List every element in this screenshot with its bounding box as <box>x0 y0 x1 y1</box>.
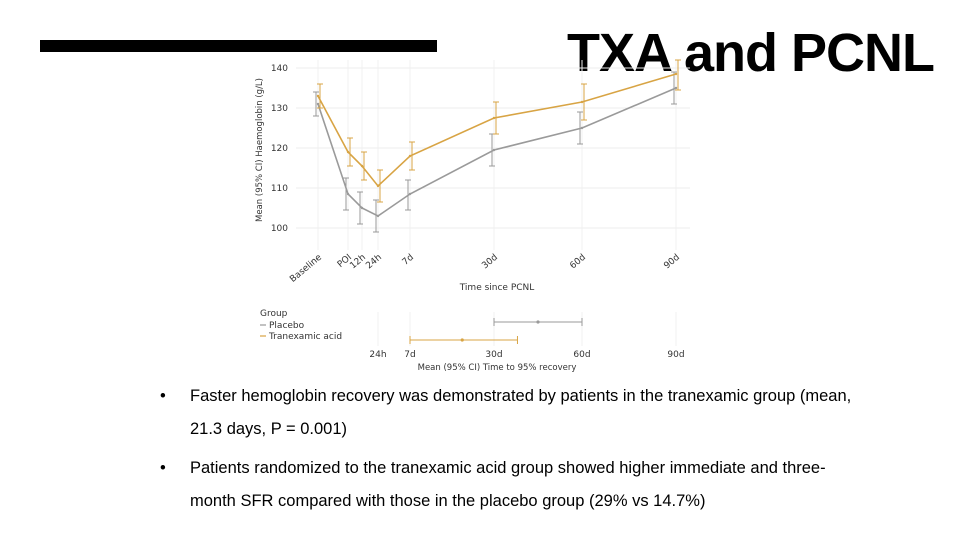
data-point <box>376 214 380 218</box>
x-tick-label: 7d <box>401 253 416 268</box>
mean-point <box>536 320 540 324</box>
y-axis-label: Mean (95% CI) Haemoglobin (g/L) <box>255 78 265 222</box>
data-point <box>674 72 678 76</box>
bullet-dot: • <box>160 387 166 405</box>
x-tick-label: 90d <box>667 350 684 360</box>
data-point <box>408 192 412 196</box>
x-axis-label: Time since PCNL <box>459 283 535 293</box>
bullet-list: • Faster hemoglobin recovery was demonst… <box>150 380 870 518</box>
data-point <box>580 126 584 130</box>
bullet-item: • Faster hemoglobin recovery was demonst… <box>150 380 870 446</box>
bullet-text: Patients randomized to the tranexamic ac… <box>190 459 826 510</box>
chart-area: 100 110 120 130 140 Mean (95% CI) Haemoglobin… <box>255 59 690 373</box>
data-point <box>492 148 496 152</box>
x-tick-label: Baseline <box>288 252 324 284</box>
data-point <box>580 100 584 104</box>
x-tick-label: 24h <box>364 253 384 272</box>
y-tick-label: 120 <box>271 144 288 154</box>
x-tick-label: 60d <box>568 253 588 272</box>
x-tick-label: 30d <box>480 253 500 272</box>
data-point <box>492 116 496 120</box>
legend-label: Tranexamic acid <box>268 332 342 342</box>
legend-label: Placebo <box>269 321 305 331</box>
mean-point <box>460 338 464 342</box>
data-point <box>346 192 350 196</box>
x-tick-label: 7d <box>404 350 415 360</box>
data-point <box>346 150 350 154</box>
title-accent-bar <box>40 40 437 52</box>
x-tick-label: 24h <box>369 350 386 360</box>
series-line-placebo <box>317 87 677 217</box>
legend-title: Group <box>260 309 288 319</box>
bullet-dot: • <box>160 459 166 477</box>
data-point <box>376 184 380 188</box>
y-tick-label: 130 <box>271 104 288 114</box>
x-tick-label: 60d <box>573 350 590 360</box>
bullet-text: Faster hemoglobin recovery was demonstra… <box>190 387 852 438</box>
x-axis-label: Mean (95% CI) Time to 95% recovery <box>418 363 577 373</box>
data-point <box>360 206 364 210</box>
data-point <box>674 86 678 90</box>
data-point <box>316 102 320 106</box>
x-tick-label: 30d <box>485 350 502 360</box>
bullet-item: • Patients randomized to the tranexamic … <box>150 452 870 518</box>
series-line-tranexamic <box>317 73 677 188</box>
data-point <box>360 164 364 168</box>
y-tick-label: 110 <box>271 184 288 194</box>
y-tick-label: 100 <box>271 224 288 234</box>
y-tick-label: 140 <box>271 64 288 74</box>
data-point <box>316 94 320 98</box>
data-point <box>408 154 412 158</box>
x-tick-label: 90d <box>662 253 682 272</box>
slide-title: TXA and PCNL <box>566 23 935 83</box>
